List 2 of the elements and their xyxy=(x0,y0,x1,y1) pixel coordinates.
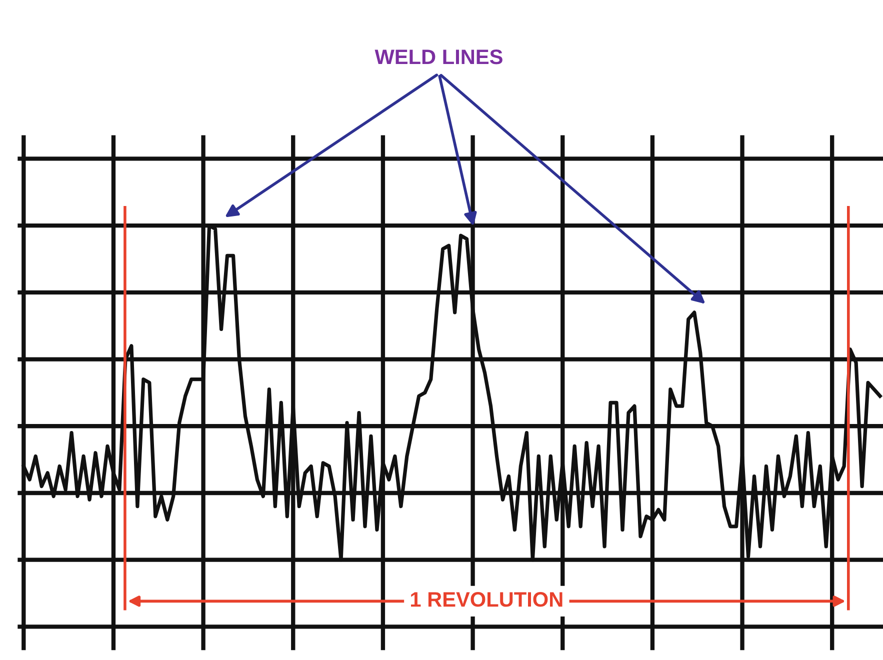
text: WELD LINES xyxy=(374,50,502,64)
text: 1 REVOLUTION xyxy=(411,592,562,607)
